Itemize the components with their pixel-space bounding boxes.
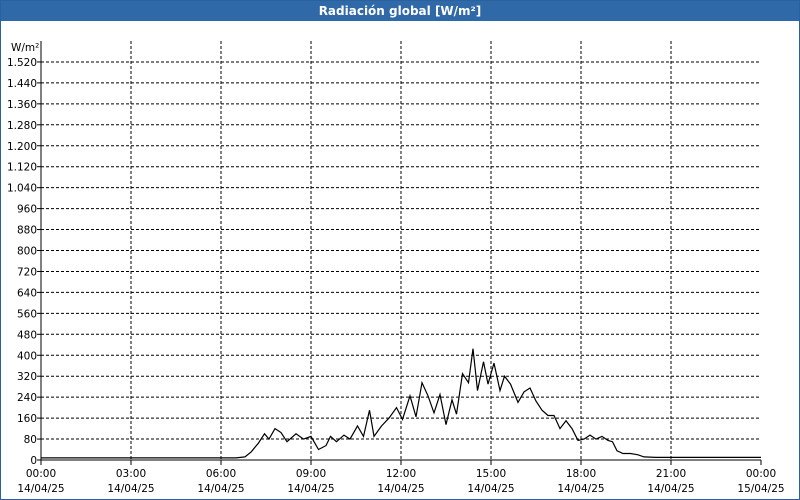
x-tick-date: 14/04/25: [647, 483, 694, 495]
x-tick-date: 14/04/25: [197, 483, 244, 495]
y-tick-label: 320: [17, 371, 37, 383]
series-group: [41, 348, 761, 459]
y-tick-label: 1.360: [7, 99, 37, 111]
x-tick-date: 14/04/25: [287, 483, 334, 495]
x-tick-date: 14/04/25: [107, 483, 154, 495]
x-tick-time: 06:00: [206, 468, 236, 480]
y-tick-label: 560: [17, 308, 37, 320]
x-tick-time: 00:00: [746, 468, 776, 480]
x-tick-time: 12:00: [386, 468, 416, 480]
x-tick-date: 15/04/25: [737, 483, 784, 495]
y-tick-label: 800: [17, 246, 37, 258]
y-tick-label: 1.280: [7, 120, 37, 132]
x-tick-time: 03:00: [116, 468, 146, 480]
x-tick-time: 00:00: [26, 468, 56, 480]
x-tick-date: 14/04/25: [467, 483, 514, 495]
y-tick-label: 880: [17, 225, 37, 237]
y-tick-label: 160: [17, 413, 37, 425]
y-tick-label: 640: [17, 287, 37, 299]
y-tick-label: 1.440: [7, 78, 37, 90]
grid: [41, 41, 761, 460]
x-tick-time: 09:00: [296, 468, 326, 480]
y-tick-label: 1.520: [7, 57, 37, 69]
y-tick-label: 1.200: [7, 141, 37, 153]
x-tick-time: 15:00: [476, 468, 506, 480]
x-tick-time: 21:00: [656, 468, 686, 480]
y-tick-label: 400: [17, 350, 37, 362]
y-tick-label: 480: [17, 329, 37, 341]
y-tick-label: 0: [30, 455, 37, 467]
x-tick-date: 14/04/25: [17, 483, 64, 495]
y-tick-label: 1.120: [7, 162, 37, 174]
x-axis: 00:00 14/04/25 03:00 14/04/25 06:00 14/04/25 0…: [17, 460, 785, 495]
chart-title: Radiación global [W/m²]: [1, 1, 799, 21]
y-tick-label: 720: [17, 266, 37, 278]
x-tick-date: 14/04/25: [557, 483, 604, 495]
series-line: [41, 348, 761, 459]
y-axis-unit: W/m²: [11, 42, 39, 54]
x-tick-date: 14/04/25: [377, 483, 424, 495]
y-tick-label: 240: [17, 392, 37, 404]
y-axis: 0 80 160 240 320 400 480 560 640 720 800 880 960 1.04…: [7, 57, 41, 467]
x-tick-time: 18:00: [566, 468, 596, 480]
y-tick-label: 960: [17, 204, 37, 216]
y-tick-label: 1.040: [7, 183, 37, 195]
y-tick-label: 80: [24, 434, 37, 446]
